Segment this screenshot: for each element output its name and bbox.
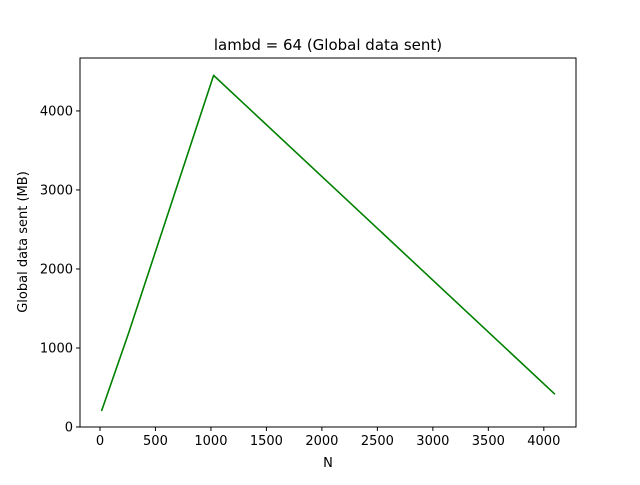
y-tick-label: 2000 bbox=[40, 262, 73, 277]
plot-frame bbox=[79, 57, 577, 428]
x-tick-label: 3000 bbox=[416, 434, 449, 449]
y-tick-label: 3000 bbox=[40, 183, 73, 198]
x-tick-label: 1500 bbox=[250, 434, 283, 449]
x-tick-label: 1000 bbox=[194, 434, 227, 449]
y-tick-label: 1000 bbox=[40, 341, 73, 356]
series-layer bbox=[100, 74, 556, 412]
x-tick-label: 4000 bbox=[527, 434, 560, 449]
series-line-0 bbox=[100, 74, 556, 412]
x-tick-label: 2500 bbox=[361, 434, 394, 449]
plot-area bbox=[80, 58, 576, 427]
x-axis-label: N bbox=[323, 456, 333, 471]
y-axis-label: Global data sent (MB) bbox=[16, 171, 31, 313]
y-tick-label: 4000 bbox=[40, 104, 73, 119]
axes-layer: 0 500 1000 1500 2000 2500 3000 3500 4000 0 1000 200… bbox=[40, 104, 560, 449]
chart-title: lambd = 64 (Global data sent) bbox=[214, 36, 442, 54]
x-tick-label: 500 bbox=[143, 434, 168, 449]
x-tick-label: 3500 bbox=[472, 434, 505, 449]
y-tick-label: 0 bbox=[65, 421, 73, 436]
x-tick-label: 0 bbox=[96, 434, 104, 449]
x-tick-label: 2000 bbox=[305, 434, 338, 449]
